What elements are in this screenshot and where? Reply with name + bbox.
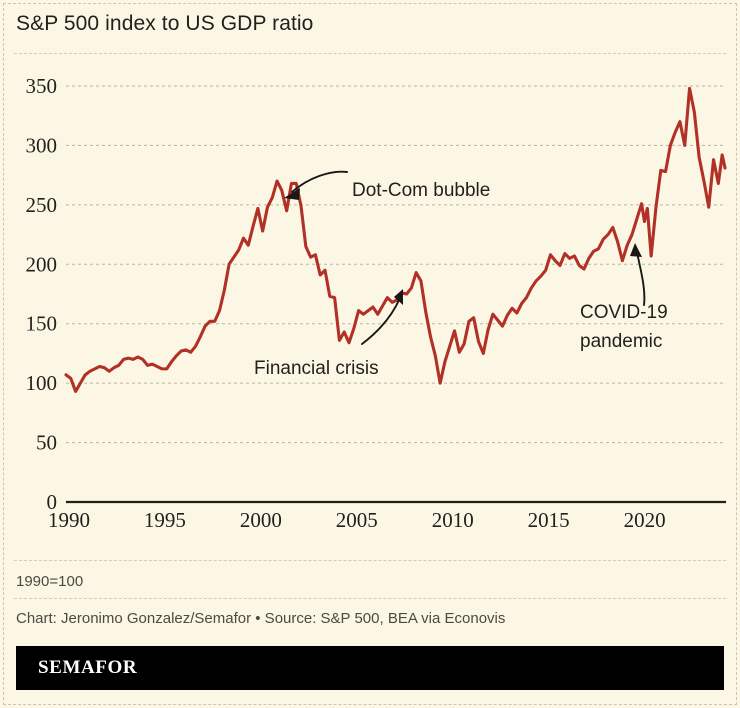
- annotation-label-covid-line1: COVID-19: [580, 302, 668, 323]
- y-axis-tick-label: 200: [26, 252, 58, 276]
- y-axis-tick-label: 300: [26, 133, 58, 157]
- page-title: S&P 500 index to US GDP ratio: [16, 12, 314, 35]
- x-axis-tick-label: 1995: [144, 508, 186, 532]
- dot-com-arrow-icon: [291, 170, 348, 193]
- x-axis-tick-label: 2010: [432, 508, 474, 532]
- x-axis-tick-label: 2020: [624, 508, 666, 532]
- x-axis-tick-label: 2005: [336, 508, 378, 532]
- annotation-financial-crisis: Financial crisis: [254, 289, 403, 379]
- y-axis-tick-label: 150: [26, 312, 58, 336]
- covid-arrowhead-icon: [630, 243, 642, 257]
- y-axis-tick-label: 250: [26, 193, 58, 217]
- footer-divider-bottom: [14, 598, 726, 599]
- annotation-label-dot-com: Dot-Com bubble: [352, 180, 490, 201]
- y-axis-tick-label: 50: [36, 431, 57, 455]
- semafor-logo-text: SEMAFOR: [38, 657, 138, 678]
- footer-divider-top: [14, 560, 726, 561]
- annotation-dot-com-bubble: Dot-Com bubble: [284, 170, 490, 201]
- gridlines-group: [66, 85, 726, 444]
- covid-arrow-icon: [636, 251, 646, 306]
- y-axis-tick-label: 100: [26, 371, 58, 395]
- baseline-note: 1990=100: [16, 573, 84, 590]
- x-axis-tick-label: 2015: [528, 508, 570, 532]
- financial-crisis-arrowhead-icon: [394, 289, 403, 305]
- y-axis-tick-labels: 0 50 100 150 200 250 300 350: [26, 74, 58, 514]
- x-axis-tick-label: 2000: [240, 508, 282, 532]
- annotation-covid-19-pandemic: COVID-19 pandemic: [580, 243, 668, 352]
- annotation-label-financial-crisis: Financial crisis: [254, 358, 379, 379]
- dot-com-arrowhead-icon: [284, 188, 300, 200]
- title-divider: [14, 53, 726, 54]
- annotation-label-covid-line2: pandemic: [580, 331, 662, 352]
- line-chart-plot: 0 50 100 150 200 250 300 350 1990 1995 2000 2005 20…: [26, 74, 727, 532]
- x-axis-tick-labels: 1990 1995 2000 2005 2010 2015 2020: [48, 508, 666, 532]
- y-axis-tick-label: 350: [26, 74, 58, 98]
- x-axis-tick-label: 1990: [48, 508, 90, 532]
- y-axis-tick-label: 0: [47, 490, 58, 514]
- chart-credit: Chart: Jeronimo Gonzalez/Semafor • Sourc…: [16, 610, 506, 627]
- semafor-logo-bar: SEMAFOR: [16, 646, 724, 690]
- financial-crisis-arrow-icon: [361, 297, 401, 345]
